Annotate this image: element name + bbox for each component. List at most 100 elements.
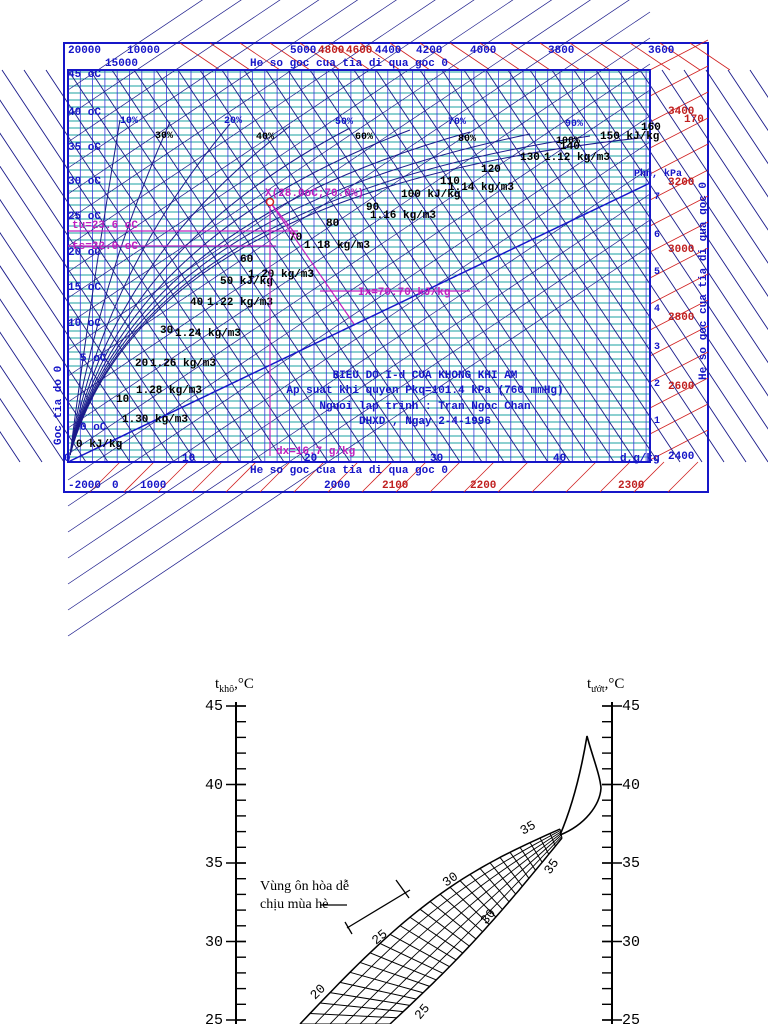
enthalpy-line xyxy=(89,69,351,463)
bottom-scale-label: 2100 xyxy=(382,480,408,492)
contour-label: 25 xyxy=(369,927,391,949)
right-scale-label: 3000 xyxy=(668,244,694,256)
enthalpy-line xyxy=(573,69,768,364)
x-axis-unit: d,g/kg xyxy=(620,453,660,465)
humidity-curve xyxy=(69,127,351,456)
density-line xyxy=(67,0,359,195)
density-line xyxy=(67,0,397,221)
enthalpy-line xyxy=(133,69,395,463)
density-line xyxy=(67,245,651,637)
bottom-scale-label: 2200 xyxy=(470,480,496,492)
humidity-curve xyxy=(69,125,291,456)
bottom-scale-label: 2000 xyxy=(324,480,350,492)
red-ray xyxy=(449,42,491,71)
enthalpy-line xyxy=(749,69,768,98)
info-line: Nguoi lap trinh : Tran Ngoc Chan xyxy=(319,401,530,413)
bottom-scale-label: 1000 xyxy=(140,480,166,492)
top-scale-label: 15000 xyxy=(105,58,138,70)
red-ray xyxy=(659,42,701,71)
id-chart: 20000 10000 15000 5000 4800 4600 4400 42… xyxy=(0,0,768,637)
humidity-label: 60% xyxy=(355,132,373,143)
top-scale-label: 5000 xyxy=(290,45,316,57)
density-line xyxy=(67,167,651,559)
enthalpy-line xyxy=(265,69,527,463)
id-right-caption: He so goc cua tia di qua goc 0 xyxy=(698,182,710,380)
right-scale-label: 3400 xyxy=(668,106,694,118)
pressure-label: 1 xyxy=(654,416,660,427)
red-ray xyxy=(599,42,641,71)
right-tick-label: 30 xyxy=(622,934,640,951)
enthalpy-label: 60 xyxy=(240,254,253,266)
temperature-label: 30 oC xyxy=(68,176,101,188)
id-right-scale: 3400 3200 3000 2800 2600 2400 xyxy=(668,106,694,463)
red-ray xyxy=(649,377,709,409)
right-scale-label: 2400 xyxy=(668,451,694,463)
enthalpy-label: 140 xyxy=(560,141,580,153)
info-line: BIEU DO I-d CUA KHONG KHI AM xyxy=(333,370,518,382)
enthalpy-label: 40 xyxy=(190,297,203,309)
right-tick-label: 25 xyxy=(622,1012,640,1024)
humidity-curve xyxy=(69,137,641,456)
annotation-arrow xyxy=(346,889,411,929)
red-ray xyxy=(649,403,709,435)
id-enthalpy-labels: 0 kJ/kg 10 20 30 40 50 kJ/kg 60 70 80 90… xyxy=(76,114,704,451)
id-left-caption: Goc tia do 0 xyxy=(53,366,65,445)
temperature-label: 20 oC xyxy=(68,247,101,259)
comfort-chart: tkhô,°C tướt,°C 45 40 35 30 25 45 40 35 … xyxy=(205,676,640,1029)
comfort-zone-mesh xyxy=(299,828,563,1025)
temperature-label: 40 oC xyxy=(68,107,101,119)
ix-label: Ix=70.70 kJ/kg xyxy=(358,287,450,299)
enthalpy-line xyxy=(0,397,43,463)
enthalpy-line xyxy=(0,265,131,463)
right-tick-labels: 45 40 35 30 25 xyxy=(622,698,640,1029)
enthalpy-label: 130 xyxy=(520,152,540,164)
red-ray xyxy=(179,42,221,71)
humidity-curve xyxy=(69,131,471,456)
humidity-label: 70% xyxy=(448,117,466,128)
enthalpy-line xyxy=(0,165,197,463)
enthalpy-label: 160 xyxy=(641,122,661,134)
red-ray xyxy=(649,91,709,123)
enthalpy-line xyxy=(0,99,241,463)
enthalpy-line xyxy=(331,69,593,463)
top-scale-label: 10000 xyxy=(127,45,160,57)
top-scale-label: 20000 xyxy=(68,45,101,57)
top-scale-label: 3600 xyxy=(648,45,674,57)
id-humidity-curves xyxy=(69,119,641,456)
x-axis-label: 30 xyxy=(430,453,443,465)
left-axis-title: tkhô,°C xyxy=(215,676,254,695)
red-ray xyxy=(479,42,521,71)
density-line xyxy=(67,11,651,403)
density-line xyxy=(67,0,242,117)
id-info-block: BIEU DO I-d CUA KHONG KHI AM Ap suat khi… xyxy=(286,370,563,428)
red-ray xyxy=(629,42,671,71)
enthalpy-label: 80 xyxy=(326,218,339,230)
enthalpy-line xyxy=(551,69,768,397)
enthalpy-line xyxy=(67,69,329,463)
pressure-label: 4 xyxy=(654,304,660,315)
red-ray xyxy=(649,143,709,175)
enthalpy-label: 170 xyxy=(684,114,704,126)
density-label: 1.30 kg/m3 xyxy=(122,414,188,426)
id-top-caption: He so goc cua tia di qua goc 0 xyxy=(250,58,448,70)
id-pressure-labels: Phn, kPa 1 2 3 4 5 6 7 xyxy=(634,168,682,427)
humidity-label: 10% xyxy=(120,116,138,127)
temperature-label: 45 oC xyxy=(68,69,101,81)
red-ray xyxy=(269,42,311,71)
top-scale-label: 4000 xyxy=(470,45,496,57)
enthalpy-line xyxy=(617,69,768,297)
enthalpy-line xyxy=(177,69,439,463)
comfort-lower-boundary xyxy=(389,837,563,1025)
density-line xyxy=(67,0,436,247)
contour-label: 30 xyxy=(478,906,500,928)
enthalpy-label: 100 kJ/kg xyxy=(401,189,460,201)
humidity-curve xyxy=(69,135,591,456)
red-ray xyxy=(429,461,461,493)
red-ray xyxy=(649,299,709,331)
top-scale-label: 3800 xyxy=(548,45,574,57)
enthalpy-line xyxy=(0,364,65,463)
temperature-label: 25 oC xyxy=(68,211,101,223)
x-axis-label: 10 xyxy=(182,453,195,465)
